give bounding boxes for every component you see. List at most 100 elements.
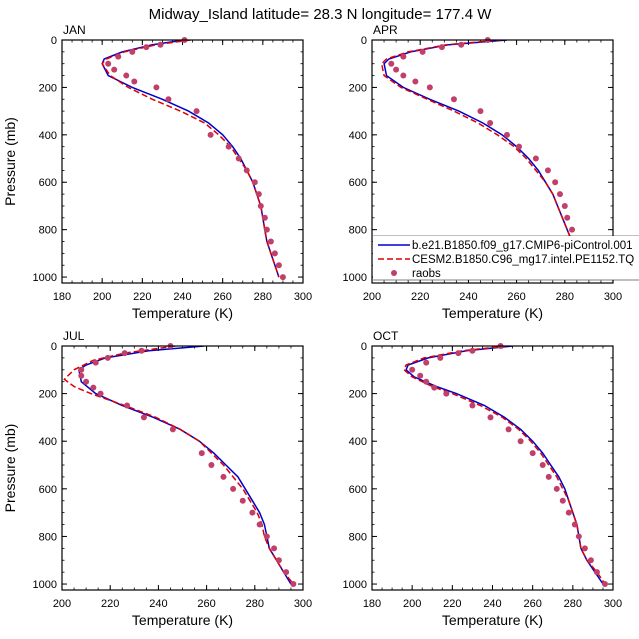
y-tick-label: 1000 [343,579,367,591]
raobs-point [581,545,588,552]
y-tick-label: 600 [349,484,367,496]
y-tick-label: 400 [39,436,57,448]
raobs-point [544,167,551,174]
raobs-point [593,569,600,576]
y-tick-label: 400 [39,130,57,142]
raobs-point [505,426,512,433]
raobs-point [193,108,200,115]
x-tick-label: 200 [363,291,381,303]
raobs-point [267,238,274,245]
x-tick-label: 220 [443,598,461,610]
raobs-point [124,402,131,409]
raobs-point [261,214,268,221]
raobs-point [257,202,264,209]
x-tick-label: 220 [101,598,119,610]
raobs-point [569,226,576,233]
series-line-piControl [405,346,604,585]
raobs-point [477,108,484,115]
y-tick-label: 1000 [343,272,367,284]
raobs-point [230,485,237,492]
raobs-point [487,414,494,421]
legend-marker-raobs [391,270,397,276]
x-tick-label: 300 [604,291,622,303]
legend-box [373,236,639,280]
raobs-point [571,521,578,528]
raobs-point [290,581,297,588]
raobs-point [121,350,128,357]
series-line-cesm2 [403,346,606,585]
raobs-point [208,462,215,469]
x-tick-label: 180 [53,291,71,303]
y-tick-label: 400 [349,130,367,142]
raobs-point [225,143,232,150]
raobs-point [587,557,594,564]
raobs-point [198,450,205,457]
raobs-point [417,372,424,379]
panel-label: JAN [63,23,86,37]
x-tick-label: 240 [149,598,167,610]
raobs-point [271,545,278,552]
legend-label: b.e21.B1850.f09_g17.CMIP6-piControl.001 [412,240,633,252]
raobs-point [83,378,90,385]
raobs-point [412,78,419,85]
raobs-point [400,53,407,60]
legend-label: raobs [412,268,441,280]
raobs-point [503,131,510,138]
y-axis-label: Pressure (mb) [2,117,18,206]
raobs-point [438,44,445,51]
y-tick-label: 800 [349,531,367,543]
raobs-point [78,366,85,373]
panels: 180 200 220 240 260 280 300 0 200 400 600 800 1000 JA… [2,23,639,628]
raobs-point [104,354,111,361]
raobs-point [575,533,582,540]
raobs-point [131,78,138,85]
raobs-point [552,179,559,186]
raobs-point [263,533,270,540]
series-line-cesm2 [63,346,294,585]
y-tick-label: 0 [51,35,57,47]
x-tick-label: 300 [604,598,622,610]
y-tick-label: 600 [39,177,57,189]
x-axis-label: Temperature (K) [442,612,543,628]
x-tick-label: 280 [246,598,264,610]
x-tick-label: 300 [294,598,312,610]
x-tick-label: 220 [411,291,429,303]
raobs-point [275,262,282,269]
raobs-point [90,384,97,391]
raobs-point [423,378,430,385]
raobs-point [564,214,571,221]
series-line-cesm2 [380,40,592,278]
raobs-point [516,143,523,150]
raobs-point [97,390,104,397]
raobs-point [78,372,85,379]
y-tick-label: 600 [349,177,367,189]
plot-frame [371,345,614,591]
y-tick-label: 200 [349,82,367,94]
y-tick-label: 600 [39,484,57,496]
raobs-point [271,250,278,257]
raobs-point [129,48,136,55]
x-tick-label: 260 [523,598,541,610]
raobs-point [255,191,262,198]
raobs-point [220,473,227,480]
raobs-point [239,497,246,504]
raobs-point [553,485,560,492]
panel-jul: 200 220 240 260 280 300 0 200 400 600 800 1000 JUL Te… [2,329,312,628]
series-line-piControl [78,346,292,585]
plot-frame [371,39,614,284]
raobs-point [455,350,462,357]
panel-oct: 180 200 220 240 260 280 300 0 200 400 600 800 1000 OC… [343,329,623,628]
x-axis-label: Temperature (K) [132,305,233,321]
legend-label: CESM2.B1850.C96_mg17.intel.PE1152.TQ [412,254,634,266]
raobs-point [532,155,539,162]
y-tick-label: 0 [361,35,367,47]
raobs-point [207,131,214,138]
raobs-point [393,66,400,73]
figure-title: Midway_Island latitude= 28.3 N longitude… [149,6,493,23]
y-tick-label: 800 [39,225,57,237]
x-tick-label: 200 [53,598,71,610]
raobs-point [235,155,242,162]
plot-frame [61,39,304,284]
x-tick-label: 280 [564,598,582,610]
panel-label: APR [373,23,398,37]
